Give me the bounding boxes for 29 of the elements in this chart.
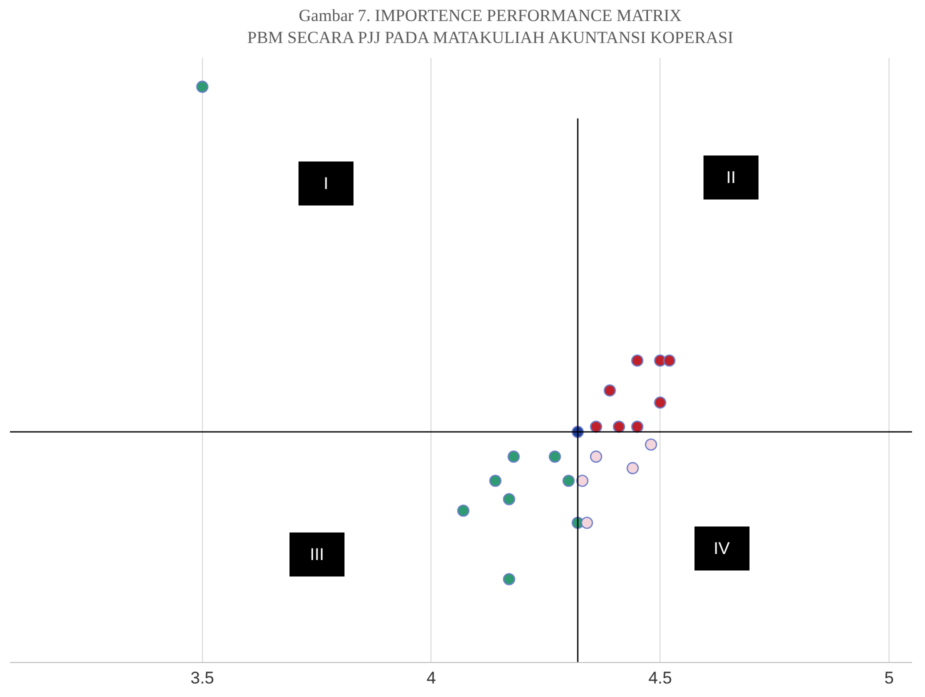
point [612, 420, 626, 433]
point [626, 462, 639, 474]
x-tick-label: 4.5 [648, 668, 672, 688]
point [196, 80, 208, 93]
point [502, 493, 516, 506]
x-tick-label: 3.5 [190, 668, 214, 688]
point [457, 504, 470, 517]
x-tick-label: 5 [884, 668, 894, 688]
point [562, 474, 575, 487]
annotation: II [726, 168, 736, 187]
point [548, 450, 561, 463]
point [654, 396, 666, 409]
point [644, 438, 658, 451]
point [590, 450, 602, 463]
annotation: III [310, 545, 324, 564]
point [590, 420, 602, 433]
point [631, 354, 644, 367]
x-tick-label: 4 [426, 668, 436, 688]
point [580, 516, 594, 529]
point [576, 474, 588, 487]
point [663, 354, 676, 367]
point [502, 573, 516, 586]
annotation: IV [714, 539, 730, 558]
point [489, 474, 502, 487]
point [508, 450, 520, 463]
point [631, 420, 644, 433]
point [604, 384, 616, 397]
chart-title: Gambar 7. IMPORTENCE PERFORMANCE MATRIX PBM SECARA PJJ PADA MATAKULIAH AKUNTANSI KOPERASI [247, 6, 734, 48]
annotation: I [324, 174, 328, 193]
